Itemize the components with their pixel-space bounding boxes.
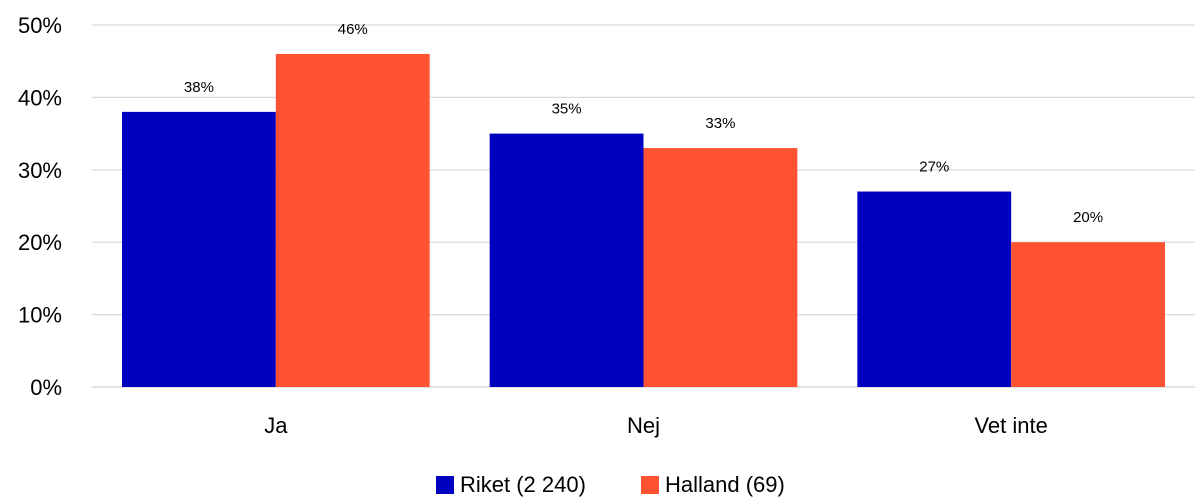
- legend-label: Riket (2 240): [460, 472, 586, 497]
- y-tick-label: 20%: [18, 230, 62, 255]
- data-label: 20%: [1073, 209, 1103, 226]
- y-tick-label: 10%: [18, 303, 62, 328]
- bar-riket-vet-inte: [857, 191, 1012, 387]
- bar-riket-ja: [122, 111, 276, 387]
- data-label: 35%: [552, 101, 582, 118]
- bars: 38% 46% 35% 33% 27% 20%: [122, 21, 1165, 388]
- legend-swatch-halland: [641, 476, 659, 494]
- bar-riket-nej: [489, 133, 644, 387]
- y-tick-label: 50%: [18, 13, 62, 38]
- bar-halland-vet-inte: [1011, 242, 1165, 387]
- legend-swatch-riket: [436, 476, 454, 494]
- x-axis: Ja Nej Vet inte: [264, 413, 1048, 438]
- data-label: 46%: [338, 21, 368, 38]
- bar-halland-ja: [275, 53, 430, 388]
- legend: Riket (2 240) Halland (69): [436, 472, 785, 497]
- data-label: 27%: [919, 159, 949, 176]
- category-label: Nej: [627, 413, 660, 438]
- bar-halland-nej: [643, 148, 798, 387]
- y-tick-label: 30%: [18, 158, 62, 183]
- data-label: 38%: [184, 79, 214, 96]
- data-label: 33%: [705, 115, 735, 132]
- y-tick-label: 40%: [18, 85, 62, 110]
- category-label: Ja: [264, 413, 288, 438]
- category-label: Vet inte: [974, 413, 1047, 438]
- y-axis: 0% 10% 20% 30% 40% 50%: [18, 13, 62, 400]
- legend-label: Halland (69): [665, 472, 785, 497]
- y-tick-label: 0%: [30, 375, 62, 400]
